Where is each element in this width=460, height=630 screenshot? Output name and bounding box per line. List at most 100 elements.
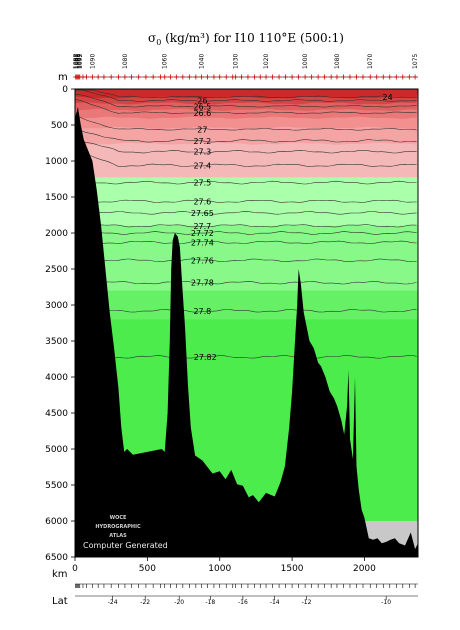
station-label-13: 1070 [367, 54, 374, 69]
contour-line-27-72 [75, 231, 417, 235]
y-tick-label-5000: 5000 [45, 445, 68, 455]
y-tick-label-500: 500 [51, 121, 68, 131]
chart-title: σ0 (kg/m³) for I10 110°E (500:1) [148, 31, 344, 47]
contour-label-26: 26 [197, 97, 207, 106]
contour-line-27-4 [74, 152, 417, 167]
y-tick-label-1000: 1000 [45, 157, 68, 167]
y-tick-label-2000: 2000 [45, 229, 68, 239]
station-label-10: 1020 [263, 54, 270, 69]
contour-label-27-2: 27.2 [193, 137, 211, 146]
watermark-line-1: WOCE [110, 515, 127, 521]
x-tick-label-0: 0 [72, 564, 78, 574]
bathymetry [75, 107, 418, 557]
y-tick-label-4500: 4500 [45, 409, 68, 419]
contour-line-27-8 [74, 309, 417, 313]
station-label-14: 1075 [412, 54, 419, 69]
lat-tick-label-4: -16 [238, 599, 248, 606]
lat-axis-ticks: -24 -22 -20 -18 -16 -14 -12 -10 [108, 596, 391, 606]
title-symbol: σ [148, 31, 156, 45]
density-contours [74, 89, 417, 359]
x-axis-unit: km [52, 569, 68, 580]
contour-line-24 [75, 89, 417, 99]
y-tick-label-4000: 4000 [45, 373, 68, 383]
title-subscript: 0 [156, 38, 161, 47]
station-label-4: 1092 [77, 54, 84, 69]
plot-frame [74, 88, 419, 558]
contour-label-27-65: 27.65 [191, 209, 214, 218]
contour-label-24: 24 [383, 93, 393, 102]
contour-label-27-3: 27.3 [193, 148, 211, 157]
contour-label-27-5: 27.5 [193, 179, 211, 188]
contour-line-27-6 [74, 199, 417, 203]
x-axis-ticks: 0 500 1000 1500 2000 [72, 557, 376, 574]
x-tick-label-1500: 1500 [281, 564, 304, 574]
watermark-credit: Computer Generated [83, 541, 168, 550]
y-tick-label-6000: 6000 [45, 517, 68, 527]
contour-line-27-74 [74, 240, 417, 244]
contour-label-27-78: 27.78 [191, 279, 214, 288]
contour-line-27-82 [74, 355, 417, 359]
contour-label-27-8: 27.8 [193, 307, 211, 316]
contour-label-27-82: 27.82 [194, 353, 217, 362]
lat-axis-label: Lat [52, 596, 68, 607]
contour-line-27-78 [74, 281, 417, 285]
station-label-11: 1000 [302, 54, 309, 69]
y-tick-label-3000: 3000 [45, 301, 68, 311]
contour-line-27-76 [74, 258, 417, 263]
woce-watermark: WOCE HYDROGRAPHIC ATLAS Computer Generat… [83, 515, 168, 550]
x-tick-label-2000: 2000 [353, 564, 376, 574]
contour-label-27-6: 27.6 [193, 197, 211, 206]
title-rest: (kg/m³) for I10 110°E (500:1) [161, 31, 344, 45]
y-tick-label-0: 0 [62, 85, 68, 95]
station-marks [73, 74, 418, 80]
lat-tick-label-6: -12 [302, 599, 312, 606]
y-axis-unit: m [58, 72, 68, 83]
lat-tick-label-1: -22 [140, 599, 150, 606]
station-label-2: 1096 [75, 54, 82, 69]
station-label-12: 1080 [334, 54, 341, 69]
lat-tick-label-7: -10 [381, 599, 391, 606]
station-label-0: 1098 [73, 54, 80, 69]
station-label-1: 1097 [74, 54, 81, 69]
y-tick-label-6500: 6500 [45, 553, 68, 563]
contour-label-27-4: 27.4 [193, 161, 211, 170]
lat-tick-label-3: -18 [205, 599, 215, 606]
y-tick-label-1500: 1500 [45, 193, 68, 203]
watermark-line-3: ATLAS [109, 533, 127, 539]
contour-line-27-2 [74, 127, 417, 143]
contour-line-27-65 [74, 211, 417, 215]
x-tick-label-500: 500 [139, 564, 156, 574]
y-tick-label-3500: 3500 [45, 337, 68, 347]
station-tick-marks [75, 584, 416, 588]
watermark-line-2: HYDROGRAPHIC [95, 524, 141, 530]
contour-line-27 [74, 115, 417, 131]
contour-label-27-74: 27.74 [191, 238, 214, 247]
contour-label-27: 27 [197, 125, 207, 134]
contour-label-27-7: 27.7 [193, 222, 211, 231]
contour-label-26-5: 26.5 [193, 102, 211, 111]
station-label-6: 1080 [122, 54, 129, 69]
lat-tick-label-5: -14 [270, 599, 280, 606]
contour-label-26-6: 26.6 [193, 109, 211, 118]
seafloor [75, 107, 418, 557]
contour-line-26 [75, 89, 417, 102]
station-label-5: 1090 [89, 54, 96, 69]
station-label-3: 1094 [76, 54, 83, 69]
station-label-7: 1060 [162, 54, 169, 69]
y-axis-ticks: 0 500 1000 1500 2000 2500 3000 3500 4000 4500 5000… [45, 85, 75, 563]
station-label-8: 1040 [199, 54, 206, 69]
x-tick-label-1000: 1000 [208, 564, 231, 574]
contour-line-26-5 [74, 93, 417, 108]
lat-tick-label-2: -20 [174, 599, 184, 606]
lat-tick-label-0: -24 [108, 599, 118, 606]
contour-line-26-6 [74, 99, 417, 114]
contour-line-27-3 [74, 139, 417, 154]
contour-label-27-72: 27.72 [191, 229, 214, 238]
contour-line-27-5 [74, 180, 417, 185]
contour-line-27-7 [75, 224, 417, 228]
contour-label-27-76: 27.76 [191, 256, 214, 265]
